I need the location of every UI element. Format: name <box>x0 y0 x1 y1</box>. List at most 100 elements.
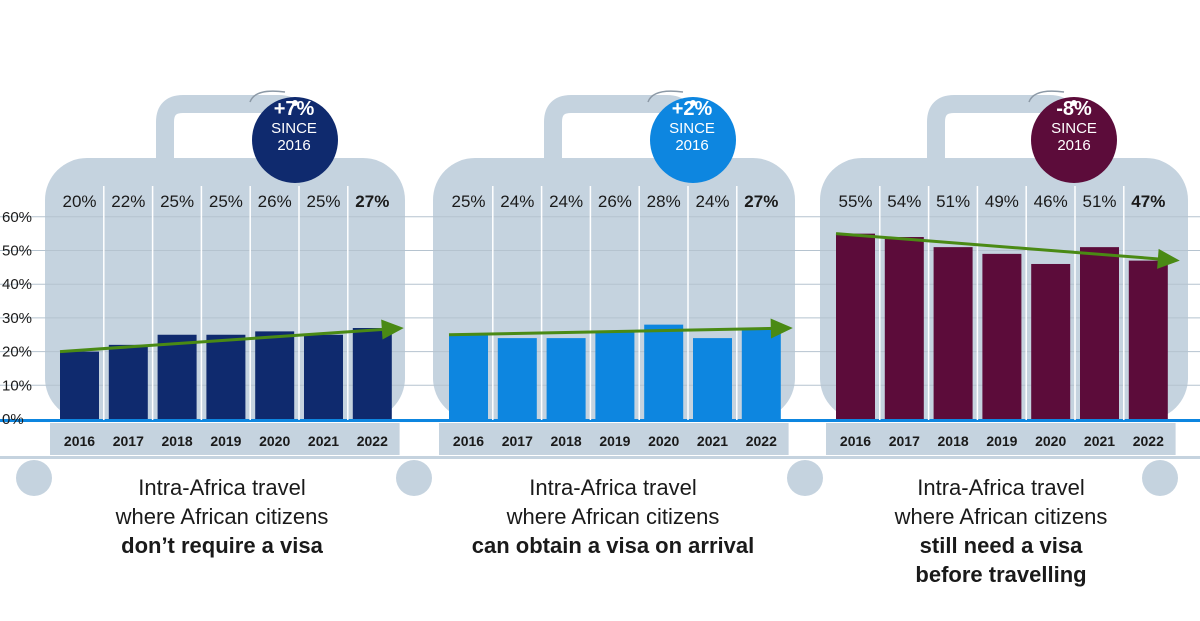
value-label: 27% <box>355 192 389 211</box>
suitcase-wheel <box>787 460 823 496</box>
badge-text-1: +7% SINCE 2016 <box>249 98 339 154</box>
x-tick-label: 2017 <box>113 433 144 449</box>
caption-line-1: Intra-Africa travel <box>138 475 306 500</box>
tag-string <box>249 90 286 103</box>
bar-group-2: 25% 2016 24% 2017 24% 2018 26% 2019 28% 2020 24% 20… <box>439 186 789 455</box>
bar <box>255 331 295 419</box>
tag-string <box>647 90 684 103</box>
bar <box>206 334 246 419</box>
tag-hole <box>690 100 696 106</box>
value-label: 46% <box>1034 192 1068 211</box>
trend-line <box>448 326 775 337</box>
bar <box>595 331 635 419</box>
badge-since-1: SINCE <box>271 120 317 137</box>
bar <box>157 334 197 419</box>
bar <box>449 334 488 419</box>
x-tick-label: 2018 <box>162 433 193 449</box>
badge-change-2: +2% <box>671 98 713 120</box>
badge-text-3: -8% SINCE 2016 <box>1029 98 1119 154</box>
ground-line <box>0 456 1200 459</box>
y-tick-label: 60% <box>2 209 32 226</box>
bar <box>741 328 781 419</box>
tag-string <box>1028 90 1065 103</box>
x-tick-label: 2017 <box>889 433 920 449</box>
y-tick-label: 0% <box>2 411 24 428</box>
caption-visa-required: Intra-Africa travel where African citize… <box>851 473 1151 589</box>
year-band <box>50 423 400 455</box>
x-tick-label: 2022 <box>1133 433 1164 449</box>
x-tick-label: 2016 <box>453 433 484 449</box>
bar <box>1128 260 1168 419</box>
value-label: 47% <box>1131 192 1165 211</box>
bar <box>836 233 875 419</box>
suitcase-wheel <box>1142 460 1178 496</box>
year-band <box>826 423 1176 455</box>
trend-line <box>59 327 386 354</box>
trend-line <box>835 232 1162 261</box>
badge-since-2: SINCE <box>669 120 715 137</box>
caption-line-2: where African citizens <box>115 504 329 529</box>
badge-circle <box>252 97 338 183</box>
bar <box>60 351 99 419</box>
trend-arrowhead <box>770 318 793 339</box>
bar <box>352 328 392 419</box>
x-tick-label: 2019 <box>599 433 630 449</box>
value-label: 51% <box>1082 192 1116 211</box>
bar <box>108 344 148 419</box>
value-label: 25% <box>160 192 194 211</box>
bar <box>933 247 973 419</box>
x-tick-label: 2020 <box>259 433 290 449</box>
x-tick-label: 2018 <box>938 433 969 449</box>
trend-arrowhead <box>381 319 404 340</box>
bar <box>304 334 343 419</box>
suitcase-wheel <box>16 460 52 496</box>
bar <box>546 338 586 419</box>
badge-circle <box>650 97 736 183</box>
value-label: 54% <box>887 192 921 211</box>
value-label: 51% <box>936 192 970 211</box>
x-tick-label: 2021 <box>697 433 728 449</box>
value-label: 24% <box>549 192 583 211</box>
caption-line-2: where African citizens <box>894 504 1108 529</box>
badge-text-2: +2% SINCE 2016 <box>647 98 737 154</box>
badge-change-3: -8% <box>1056 98 1092 120</box>
badge-since-3: SINCE <box>1051 120 1097 137</box>
value-label: 25% <box>306 192 340 211</box>
x-tick-label: 2018 <box>551 433 582 449</box>
value-label: 26% <box>598 192 632 211</box>
bar <box>497 338 537 419</box>
bar <box>884 237 924 419</box>
x-tick-label: 2022 <box>357 433 388 449</box>
x-tick-label: 2021 <box>308 433 339 449</box>
caption-line-1: Intra-Africa travel <box>529 475 697 500</box>
value-label: 20% <box>62 192 96 211</box>
x-tick-label: 2017 <box>502 433 533 449</box>
x-tick-label: 2019 <box>986 433 1017 449</box>
y-tick-label: 10% <box>2 377 32 394</box>
trend-arrowhead <box>1157 248 1180 269</box>
x-tick-label: 2020 <box>648 433 679 449</box>
value-label: 24% <box>695 192 729 211</box>
badge-year-3: 2016 <box>1057 137 1091 154</box>
badge-circle <box>1031 97 1117 183</box>
caption-line-2: where African citizens <box>506 504 720 529</box>
x-tick-label: 2020 <box>1035 433 1066 449</box>
tag-hole <box>1071 100 1077 106</box>
bar <box>1080 247 1119 419</box>
x-tick-label: 2022 <box>746 433 777 449</box>
x-tick-label: 2019 <box>210 433 241 449</box>
caption-visa-on-arrival: Intra-Africa travel where African citize… <box>463 473 763 560</box>
bar <box>982 253 1022 419</box>
value-label: 49% <box>985 192 1019 211</box>
value-label: 25% <box>209 192 243 211</box>
value-label: 55% <box>838 192 872 211</box>
bar <box>644 324 684 419</box>
caption-emphasis: still need a visa before travelling <box>915 533 1087 587</box>
baseline <box>0 419 1200 422</box>
suitcase-wheel <box>396 460 432 496</box>
bar-group-3: 55% 2016 54% 2017 51% 2018 49% 2019 46% 2020 51% 20… <box>826 186 1176 455</box>
value-label: 28% <box>647 192 681 211</box>
bar-group-1: 20% 2016 22% 2017 25% 2018 25% 2019 26% 2020 25% 20… <box>50 186 400 455</box>
y-tick-label: 30% <box>2 310 32 327</box>
caption-emphasis: can obtain a visa on arrival <box>471 533 755 558</box>
